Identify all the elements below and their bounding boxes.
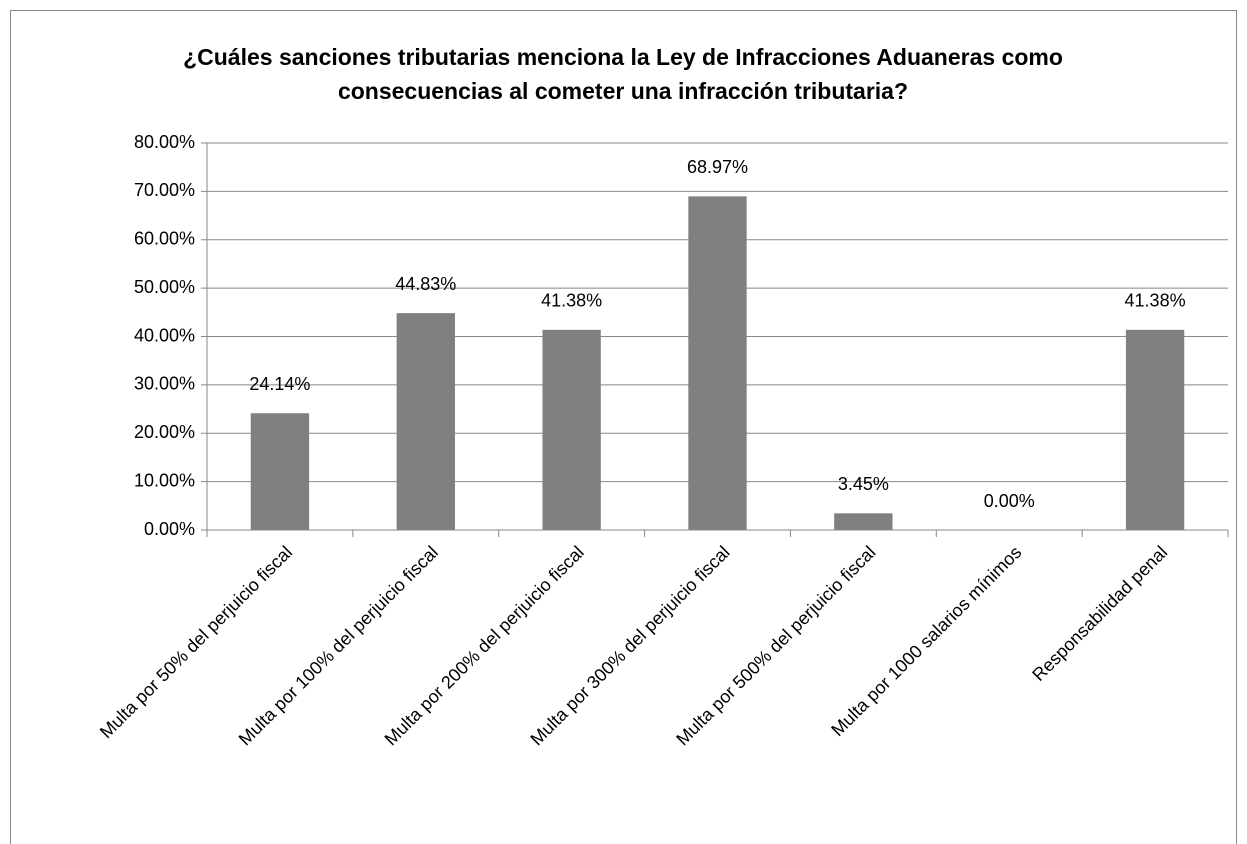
y-tick-label: 40.00% — [134, 325, 195, 345]
bar — [396, 313, 455, 530]
y-tick-label: 30.00% — [134, 374, 195, 394]
data-label: 41.38% — [1125, 291, 1186, 311]
y-tick-label: 60.00% — [134, 229, 195, 249]
bar — [542, 329, 601, 530]
y-tick-label: 20.00% — [134, 422, 195, 442]
data-label: 44.83% — [395, 274, 456, 294]
bar — [1125, 329, 1185, 530]
bar — [688, 196, 747, 531]
y-tick-label: 70.00% — [134, 180, 195, 200]
y-tick-label: 0.00% — [144, 519, 195, 539]
bar — [250, 413, 310, 530]
data-label: 3.45% — [838, 474, 889, 494]
y-tick-label: 80.00% — [134, 132, 195, 152]
chart-title: ¿Cuáles sanciones tributarias menciona l… — [183, 44, 1063, 104]
x-tick-label: Responsabilidad penal — [1028, 542, 1171, 685]
chart-border — [10, 10, 1237, 844]
data-label: 41.38% — [541, 291, 602, 311]
data-label: 0.00% — [984, 491, 1035, 511]
data-label: 68.97% — [687, 157, 748, 177]
bar — [834, 513, 893, 530]
y-tick-label: 50.00% — [134, 277, 195, 297]
data-label: 24.14% — [249, 374, 310, 394]
y-tick-label: 10.00% — [134, 470, 195, 490]
